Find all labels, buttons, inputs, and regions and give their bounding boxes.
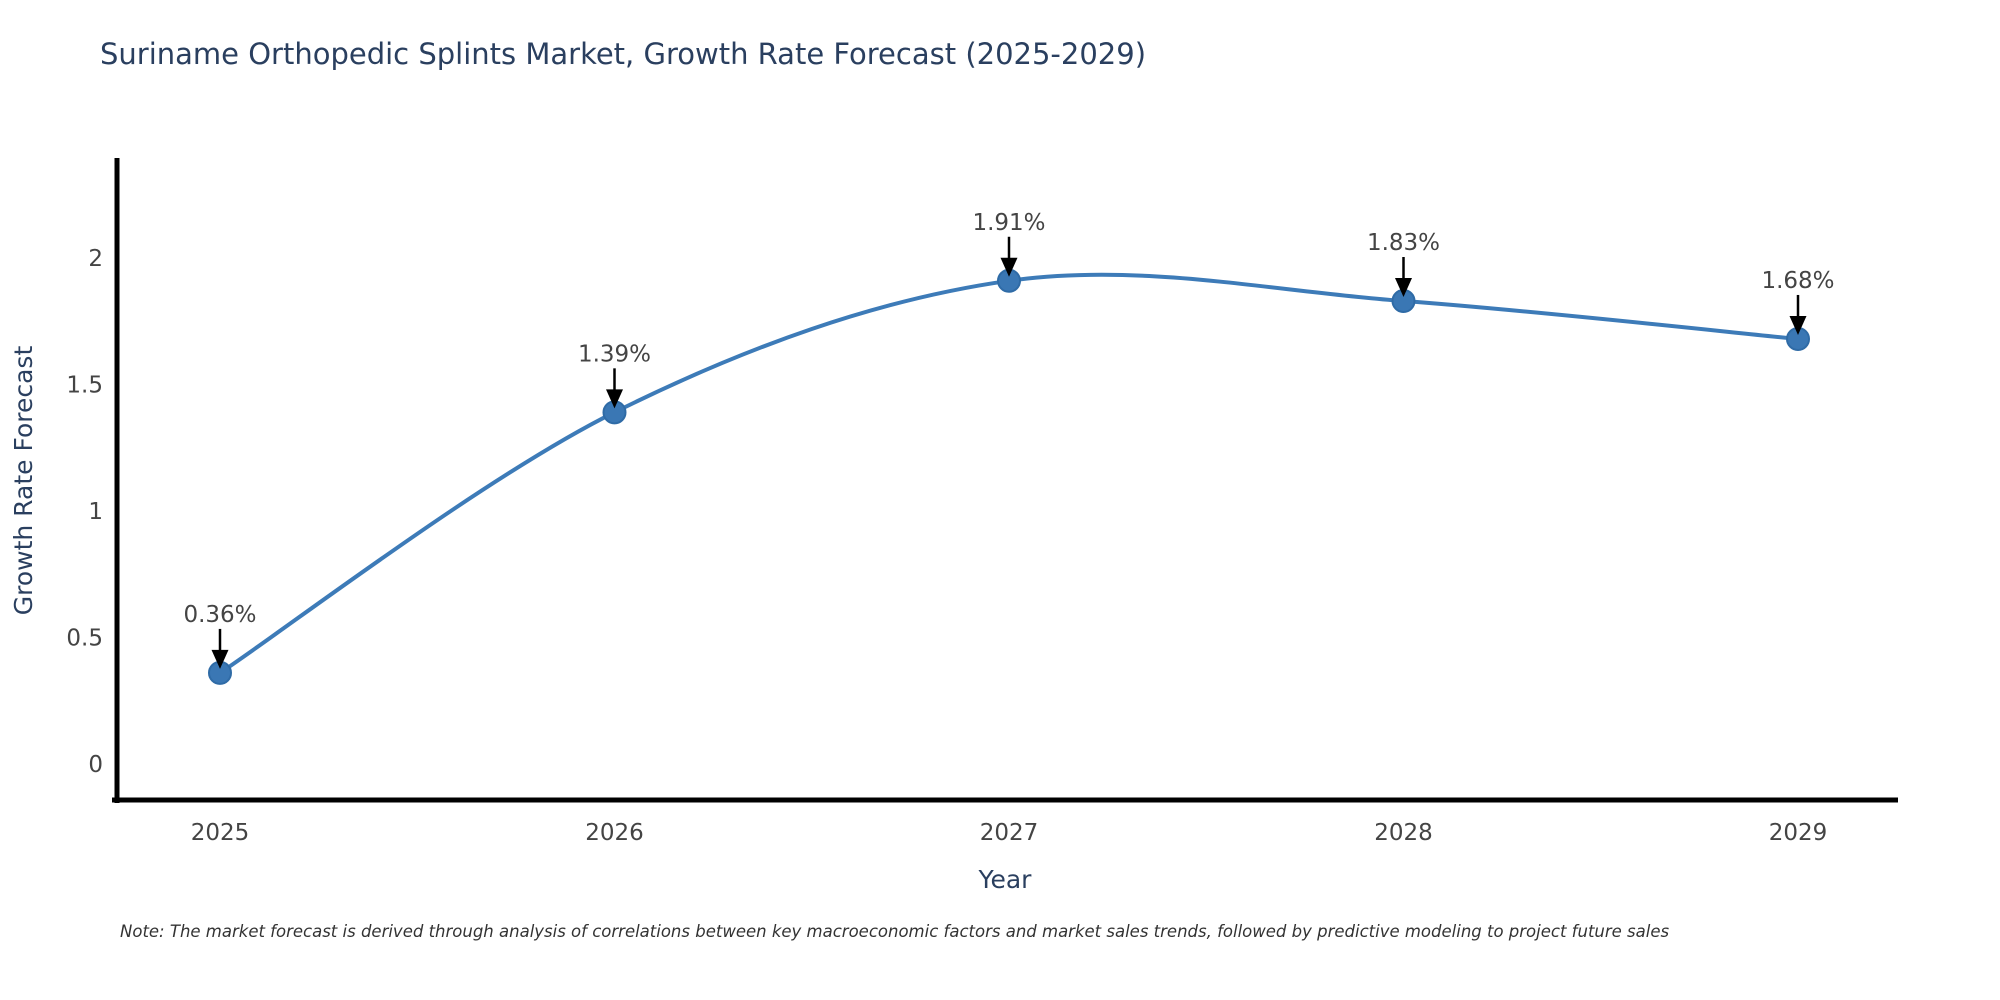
point-value-label: 1.39% (578, 341, 651, 367)
x-tick-label: 2028 (1374, 820, 1433, 846)
trend-line (218, 272, 1799, 675)
point-value-label: 1.68% (1761, 268, 1834, 294)
annotation-arrowhead-icon (1789, 315, 1807, 335)
annotation-arrowhead-icon (1395, 278, 1412, 298)
y-tick-label: 1.5 (66, 373, 103, 399)
x-tick-label: 2025 (191, 820, 250, 846)
footnote: Note: The market forecast is derived thr… (120, 922, 1670, 941)
annotation-arrowhead-icon (1000, 257, 1018, 277)
x-tick-label: 2029 (1769, 820, 1828, 846)
x-axis-title: Year (978, 865, 1033, 894)
x-tick-label: 2026 (585, 820, 644, 846)
chart-title: Suriname Orthopedic Splints Market, Grow… (100, 37, 1147, 71)
y-axis-title: Growth Rate Forecast (9, 346, 38, 616)
point-value-label: 1.91% (972, 210, 1045, 236)
y-tick-label: 0.5 (66, 626, 103, 652)
x-tick-label: 2027 (980, 820, 1039, 846)
y-tick-label: 2 (88, 246, 103, 272)
y-tick-label: 0 (88, 752, 103, 778)
point-value-label: 0.36% (183, 602, 256, 628)
annotation-arrowhead-icon (211, 649, 229, 669)
annotation-arrowhead-icon (606, 389, 623, 409)
y-tick-label: 1 (88, 499, 103, 525)
point-value-label: 1.83% (1367, 230, 1440, 256)
